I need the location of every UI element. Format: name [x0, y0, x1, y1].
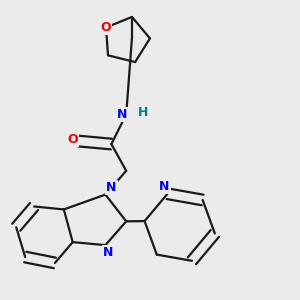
Text: H: H — [137, 106, 148, 119]
Text: N: N — [159, 180, 170, 193]
Text: N: N — [106, 181, 116, 194]
Text: O: O — [101, 21, 111, 34]
Text: O: O — [68, 133, 78, 146]
Text: N: N — [103, 246, 114, 259]
Text: N: N — [117, 108, 127, 121]
